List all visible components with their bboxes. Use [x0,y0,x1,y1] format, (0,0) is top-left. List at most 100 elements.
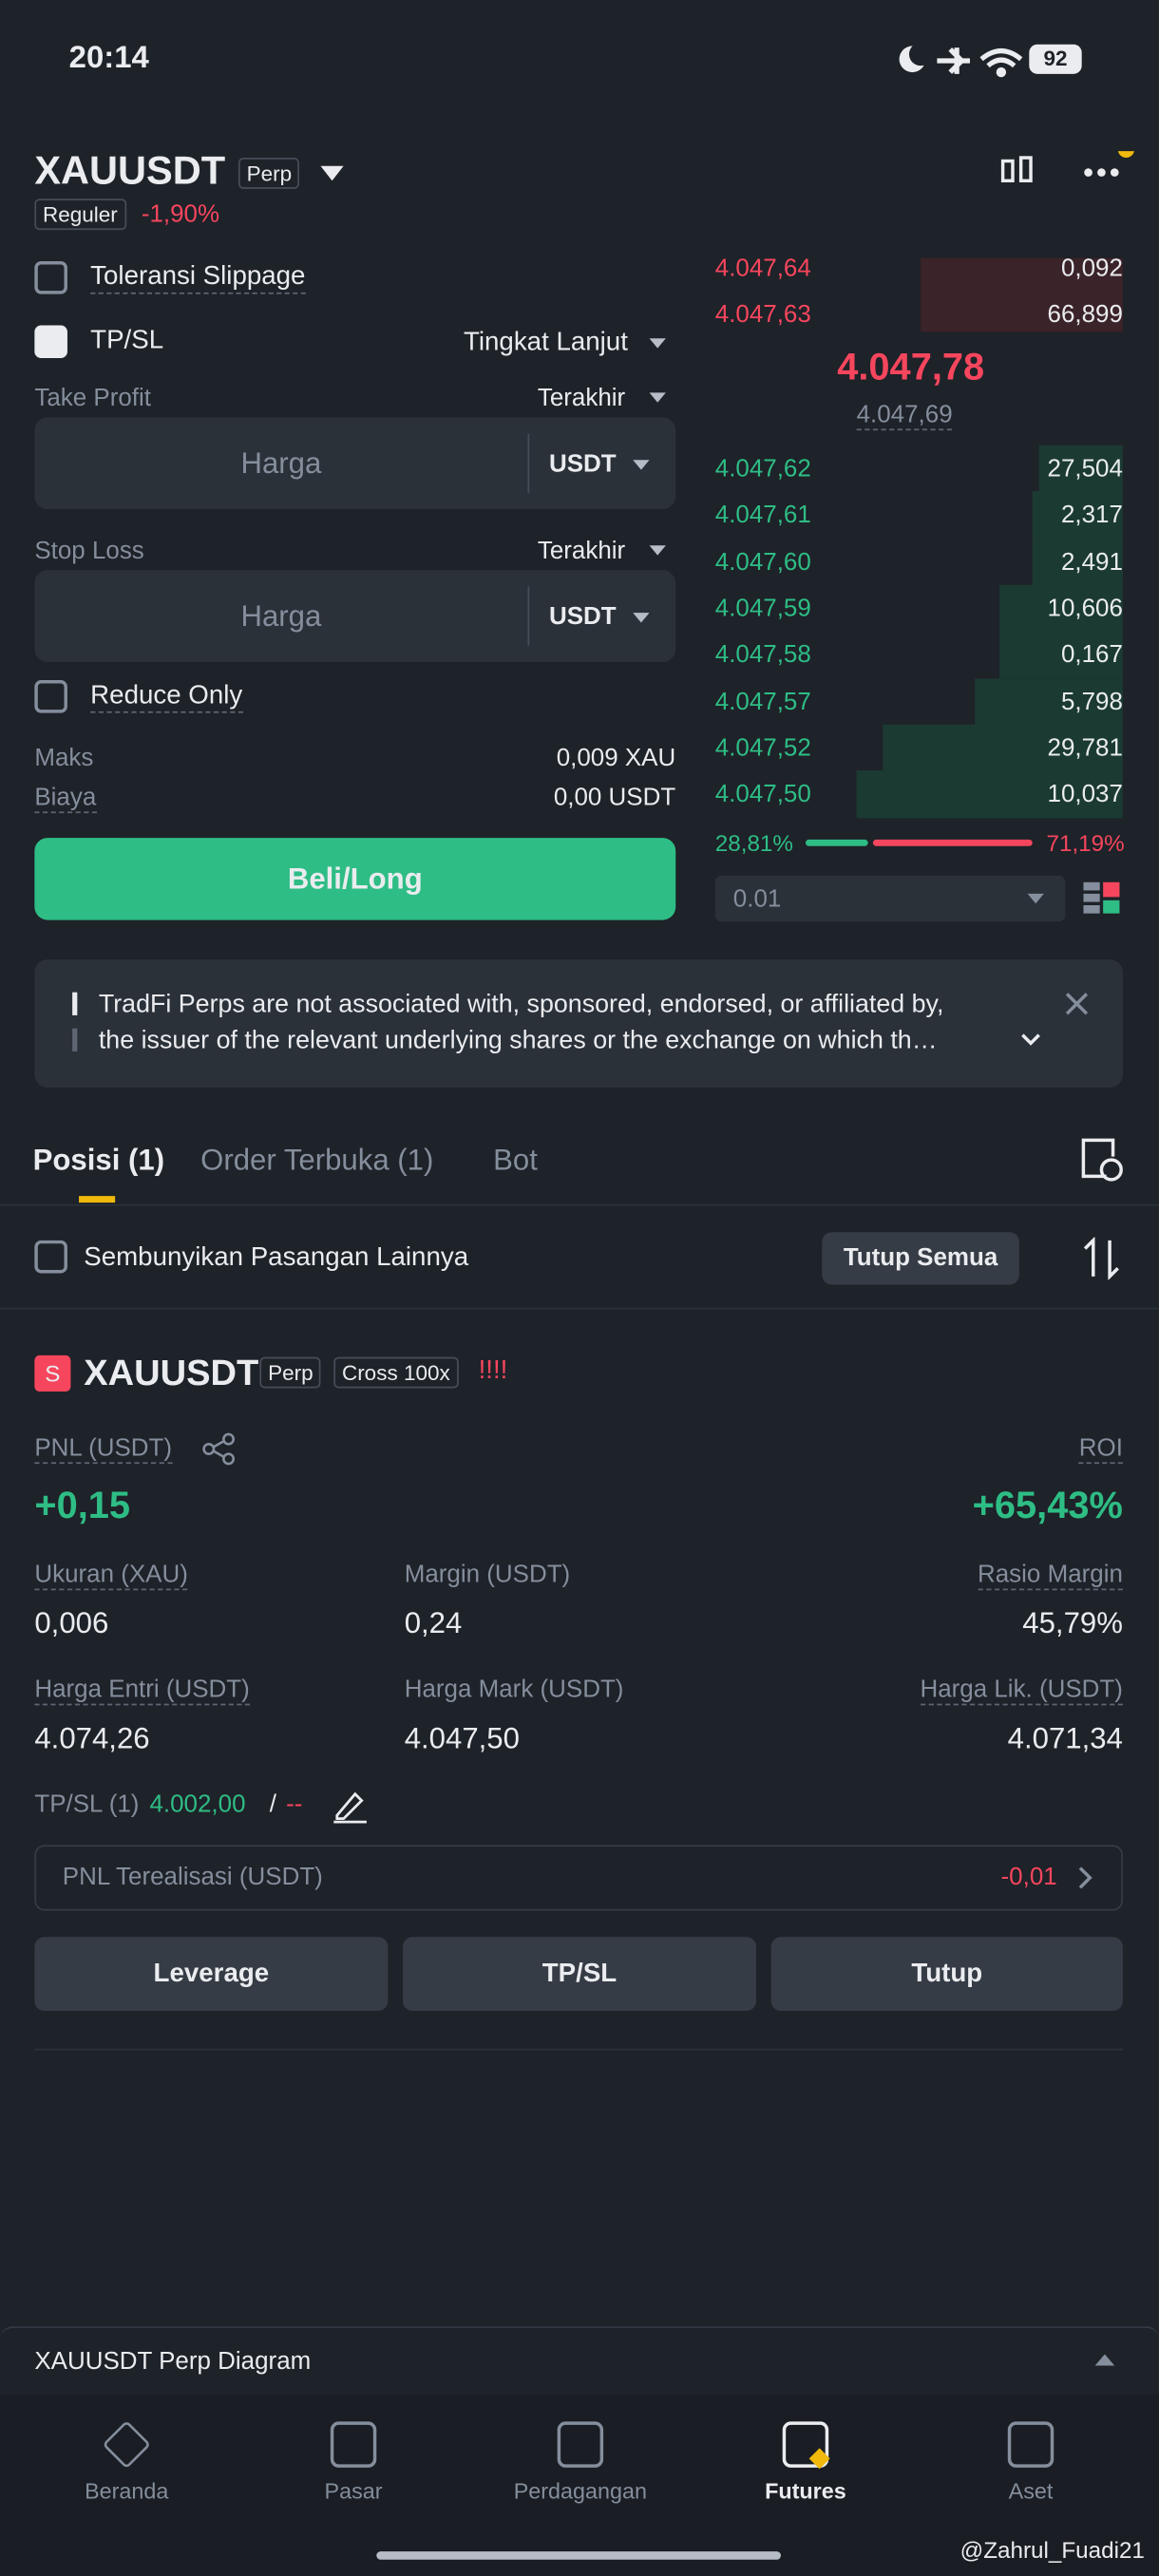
ask-price: 4.047,63 [714,300,811,329]
bid-price: 4.047,50 [714,780,811,809]
sl-unit[interactable]: USDT [548,602,617,632]
divider [527,586,530,646]
realized-row[interactable] [34,1845,1123,1911]
bid-qty: 0,167 [1060,640,1123,670]
ask-depth [921,257,1123,332]
tab-active[interactable]: Posisi (1) [32,1143,165,1177]
chart-bar[interactable] [0,2326,1159,2396]
nav-item[interactable]: Perdagangan [513,2478,648,2504]
nav-item[interactable]: Aset [1008,2478,1054,2504]
bid-price: 4.047,52 [714,733,811,763]
tp-placeholder: Harga [240,446,322,481]
tab[interactable]: Bot [493,1143,538,1177]
notice [34,959,1123,1088]
divider [0,1203,1159,1206]
notice-line: the issuer of the relevant underlying sh… [98,1027,938,1055]
field-label: Margin (USDT) [404,1561,571,1589]
advanced[interactable]: Tingkat Lanjut [464,328,628,357]
side-badge: S [34,1354,71,1392]
sell-ratio: 71,19% [1046,829,1125,857]
close-button[interactable]: Tutup [770,1937,1123,2012]
bid-depth [975,677,1123,726]
bid-qty: 27,504 [1047,455,1123,483]
sell-ratio-bar [872,839,1033,846]
nav-icon [557,2421,604,2468]
tpsl-checkbox[interactable] [34,325,67,359]
sl-label: Stop Loss [34,537,144,565]
tpsl-info-label: TP/SL (1) [34,1790,140,1819]
time: 20:14 [68,41,149,76]
divider [34,2048,1123,2051]
tpsl-separator: / [269,1790,277,1819]
buy-ratio-bar [805,839,868,846]
nav-item[interactable]: Beranda [85,2478,169,2504]
symbol-dropdown[interactable] [320,165,344,181]
bid-depth [856,770,1123,819]
tp-input[interactable] [34,417,676,510]
roi-label: ROI [1078,1433,1123,1465]
edit-icon[interactable] [332,1788,369,1824]
bid-qty: 10,606 [1047,594,1123,623]
nav-item[interactable]: Pasar [324,2478,383,2504]
close-all[interactable]: Tutup Semua [822,1232,1019,1285]
symbol[interactable]: XAUUSDT [34,149,226,195]
last-price: 4.047,78 [837,345,985,388]
max-value: 0,009 XAU [556,744,676,772]
reduce-label: Reduce Only [90,682,243,713]
divider [0,1307,1159,1310]
sl-input[interactable] [34,570,676,663]
history-icon[interactable] [1080,1137,1123,1183]
field-label: Harga Entri (USDT) [34,1676,250,1706]
bid-price: 4.047,61 [714,502,811,530]
fee-value: 0,00 USDT [553,784,676,812]
bid-price: 4.047,62 [714,455,811,483]
status-icons [899,42,1023,78]
field-value: 45,79% [1022,1606,1123,1640]
ask-qty: 66,899 [1047,300,1123,329]
roi: +65,43% [972,1483,1123,1526]
home-indicator [376,2551,781,2560]
bid-depth [1032,491,1123,540]
field-value: 0,006 [34,1606,109,1640]
position-badge: Perp [259,1356,322,1389]
precision-select[interactable] [714,875,1066,922]
bid-depth [1032,538,1123,586]
sl-unit-arrow [633,613,650,623]
tpsl-button[interactable]: TP/SL [402,1937,757,2012]
pnl-label: PNL (USDT) [34,1433,173,1465]
sl-value: -- [286,1790,303,1819]
leverage-button[interactable]: Leverage [34,1937,389,2012]
bid-price: 4.047,59 [714,594,811,623]
layout-toggle[interactable] [1083,881,1123,917]
notice-controls[interactable] [1016,987,1098,1052]
tab-underline [79,1196,116,1203]
ask-price: 4.047,64 [714,255,811,283]
nav-item[interactable]: Futures [765,2478,846,2504]
header-icons[interactable] [998,151,1146,197]
hide-label: Sembunyikan Pasangan Lainnya [84,1243,469,1272]
bid-qty: 5,798 [1060,687,1123,716]
hide-checkbox[interactable] [34,1240,67,1274]
bid-depth [1038,445,1123,493]
tab[interactable]: Order Terbuka (1) [200,1143,434,1177]
tp-trigger[interactable]: Terakhir [537,384,626,413]
sort-icon[interactable] [1082,1237,1122,1280]
reduce-checkbox[interactable] [34,680,67,713]
sl-placeholder: Harga [240,599,322,633]
pnl: +0,15 [34,1483,131,1526]
mode-badge: Reguler [34,199,126,231]
perp-badge: Perp [238,158,300,189]
buy-button[interactable]: Beli/Long [34,838,676,920]
watermark: @Zahrul_Fuadi21 [960,2536,1145,2564]
buy-ratio: 28,81% [714,829,793,857]
tp-unit[interactable]: USDT [548,449,617,479]
divider [527,433,530,493]
field-label: Harga Lik. (USDT) [920,1676,1123,1706]
sl-trigger[interactable]: Terakhir [537,537,626,565]
field-value: 0,24 [404,1606,463,1640]
field-label: Harga Mark (USDT) [404,1676,624,1704]
slippage-checkbox[interactable] [34,261,67,294]
share-icon[interactable] [202,1432,236,1466]
